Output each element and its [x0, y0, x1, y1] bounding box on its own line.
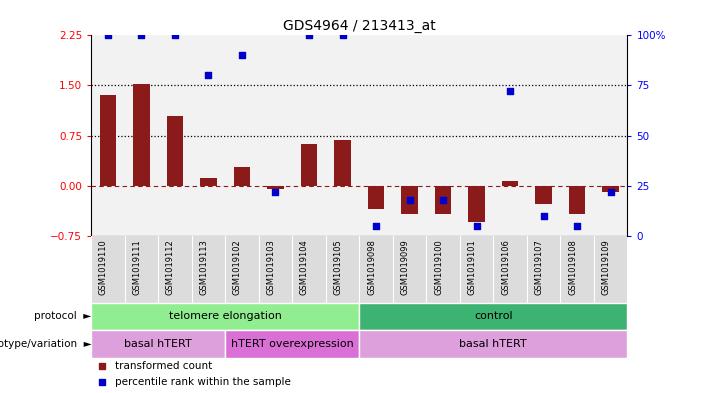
Point [538, 213, 549, 219]
Text: GSM1019107: GSM1019107 [535, 239, 543, 295]
Point [236, 52, 247, 59]
Bar [334, 140, 351, 185]
Text: GSM1019113: GSM1019113 [200, 239, 208, 295]
Point [102, 32, 114, 39]
Point [370, 222, 381, 229]
Text: GSM1019105: GSM1019105 [334, 239, 343, 295]
Text: hTERT overexpression: hTERT overexpression [231, 339, 353, 349]
Bar [133, 84, 150, 185]
Text: telomere elongation: telomere elongation [169, 311, 282, 321]
Bar [91, 35, 125, 236]
Bar [468, 185, 485, 222]
Bar [191, 35, 225, 236]
Text: basal hTERT: basal hTERT [124, 339, 192, 349]
Bar [602, 185, 619, 192]
Bar [367, 185, 384, 209]
Text: GSM1019098: GSM1019098 [367, 239, 376, 295]
Bar [233, 167, 250, 185]
Text: control: control [474, 311, 512, 321]
Bar [267, 185, 284, 189]
Point [203, 72, 214, 79]
Bar [326, 35, 359, 236]
Bar [426, 35, 460, 236]
Text: GSM1019104: GSM1019104 [300, 239, 309, 295]
Bar [167, 116, 183, 185]
Point [471, 222, 482, 229]
Text: GSM1019108: GSM1019108 [568, 239, 577, 295]
Text: GSM1019109: GSM1019109 [601, 239, 611, 295]
Bar [125, 35, 158, 236]
Text: genotype/variation  ►: genotype/variation ► [0, 339, 91, 349]
Bar [594, 35, 627, 236]
Bar [301, 144, 318, 185]
Point [571, 222, 583, 229]
Point [170, 32, 181, 39]
Text: GSM1019111: GSM1019111 [132, 239, 142, 295]
Text: GSM1019102: GSM1019102 [233, 239, 242, 295]
Text: GSM1019110: GSM1019110 [99, 239, 108, 295]
Bar [359, 35, 393, 236]
Point [270, 189, 281, 195]
Text: GSM1019099: GSM1019099 [400, 239, 409, 295]
Text: transformed count: transformed count [115, 362, 212, 371]
Bar [200, 178, 217, 185]
Bar [225, 35, 259, 236]
Text: GSM1019112: GSM1019112 [166, 239, 175, 295]
Title: GDS4964 / 213413_at: GDS4964 / 213413_at [283, 19, 435, 33]
Bar [359, 330, 627, 358]
Bar [569, 185, 585, 214]
Bar [401, 185, 418, 214]
Bar [259, 35, 292, 236]
Point [404, 196, 415, 203]
Point [136, 32, 147, 39]
Text: GSM1019100: GSM1019100 [434, 239, 443, 295]
Text: GSM1019101: GSM1019101 [468, 239, 477, 295]
Point [337, 32, 348, 39]
Bar [359, 303, 627, 330]
Bar [560, 35, 594, 236]
Point [505, 88, 516, 95]
Bar [435, 185, 451, 214]
Point [437, 196, 449, 203]
Bar [494, 35, 527, 236]
Bar [292, 35, 326, 236]
Bar [100, 95, 116, 185]
Bar [536, 185, 552, 204]
Text: protocol  ►: protocol ► [34, 311, 91, 321]
Point [304, 32, 315, 39]
Bar [393, 35, 426, 236]
Bar [91, 303, 359, 330]
Text: percentile rank within the sample: percentile rank within the sample [115, 377, 291, 387]
Text: GSM1019106: GSM1019106 [501, 239, 510, 295]
Text: basal hTERT: basal hTERT [459, 339, 527, 349]
Bar [91, 330, 225, 358]
Bar [460, 35, 494, 236]
Bar [502, 181, 519, 185]
Bar [527, 35, 560, 236]
Bar [225, 330, 360, 358]
Text: GSM1019103: GSM1019103 [266, 239, 275, 295]
Point [605, 189, 616, 195]
Bar [158, 35, 191, 236]
